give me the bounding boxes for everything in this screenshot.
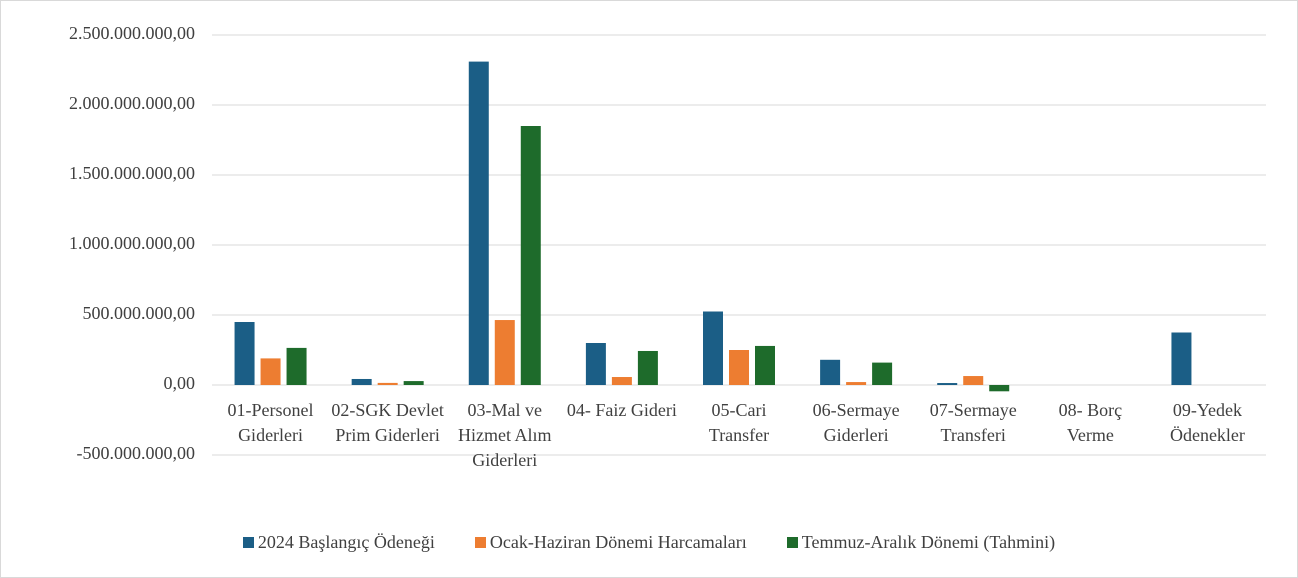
- bar: [872, 362, 893, 385]
- legend-label: Ocak-Haziran Dönemi Harcamaları: [489, 532, 747, 552]
- bar: [377, 382, 398, 385]
- legend-item: Temmuz-Aralık Dönemi (Tahmini): [786, 532, 1056, 553]
- bar: [403, 381, 424, 385]
- bar: [1171, 332, 1192, 385]
- y-tick-label: 1.500.000.000,00: [69, 163, 195, 183]
- y-tick-label: 500.000.000,00: [83, 303, 196, 323]
- x-tick-label: 08- Borç Verme: [1058, 400, 1123, 445]
- x-tick-label: 07-Sermaye Transferi: [929, 400, 1017, 445]
- bar: [234, 322, 255, 385]
- legend-item: Ocak-Haziran Dönemi Harcamaları: [474, 532, 747, 553]
- y-tick-label: 2.500.000.000,00: [69, 23, 195, 43]
- y-tick-label: 0,00: [164, 373, 196, 393]
- bar: [937, 383, 958, 385]
- bar: [755, 345, 775, 385]
- legend-item: 2024 Başlangıç Ödeneği: [242, 532, 435, 553]
- y-tick-label: -500.000.000,00: [77, 443, 196, 463]
- x-tick-label: 03-Mal ve Hizmet Alım Giderleri: [458, 400, 552, 470]
- legend-label: 2024 Başlangıç Ödeneği: [257, 532, 435, 552]
- bar: [286, 347, 307, 385]
- legend-swatch: [474, 537, 486, 548]
- bar: [260, 358, 281, 385]
- bar: [963, 376, 984, 385]
- x-tick-label: 01-Personel Giderleri: [227, 400, 314, 445]
- bar: [729, 350, 749, 385]
- bar: [585, 343, 606, 385]
- y-tick-label: 1.000.000.000,00: [69, 233, 195, 253]
- legend-swatch: [242, 537, 254, 548]
- legend-swatch: [786, 537, 798, 548]
- bar: [611, 377, 632, 385]
- x-tick-label: 02-SGK Devlet Prim Giderleri: [331, 400, 444, 445]
- x-tick-label: 04- Faiz Gideri: [566, 400, 677, 420]
- bar: [703, 311, 723, 385]
- bar: [494, 320, 515, 385]
- x-tick-label: 06-Sermaye Giderleri: [812, 400, 900, 445]
- bar: [820, 359, 841, 385]
- bar: [637, 350, 658, 385]
- bar: [520, 126, 541, 385]
- legend-label: Temmuz-Aralık Dönemi (Tahmini): [801, 532, 1056, 552]
- bar: [468, 61, 489, 385]
- bar: [989, 385, 1010, 392]
- y-tick-label: 2.000.000.000,00: [69, 93, 195, 113]
- legend: 2024 Başlangıç Ödeneği Ocak-Haziran Dönem…: [0, 532, 1298, 553]
- bar: [846, 382, 867, 385]
- bar: [351, 378, 372, 385]
- x-tick-label: 09-Yedek Ödenekler: [1169, 400, 1245, 445]
- x-tick-label: 05-Cari Transfer: [708, 400, 770, 445]
